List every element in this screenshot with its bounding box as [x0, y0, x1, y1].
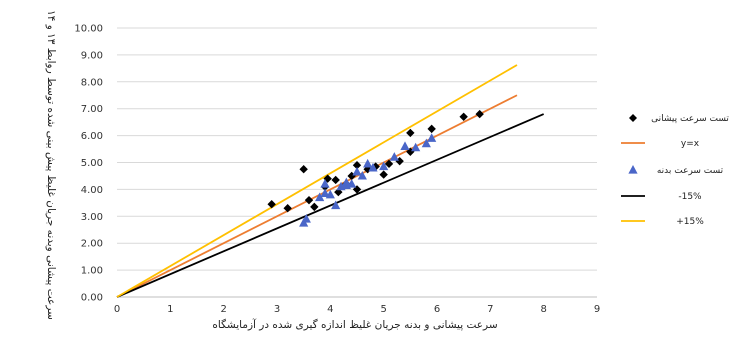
y-tick-label: 5.00 [81, 158, 103, 169]
y-axis-title: سرعت پیشانی وبدنه جریان غلیظ پیش بینی شد… [45, 10, 57, 320]
triangle-point [400, 141, 410, 150]
diamond-point [352, 160, 362, 170]
legend-label: تست سرعت بدنه [657, 166, 724, 176]
x-tick-label: 6 [434, 304, 440, 315]
series-line-4 [116, 64, 518, 298]
triangle-point [331, 200, 341, 210]
diamond-point [304, 195, 314, 205]
tick-labels: 0.00 1.00 2.00 3.00 4.00 5.00 6.00 7.00 8.00 9.00… [74, 24, 600, 316]
triangle-point [379, 161, 389, 171]
legend-label: +15% [676, 217, 704, 227]
series-line-1 [116, 94, 518, 298]
x-tick-label: 8 [540, 304, 546, 315]
diamond-point [475, 109, 484, 119]
diamond-point [406, 128, 415, 138]
y-tick-label: 8.00 [81, 77, 103, 88]
grid-layer [117, 27, 597, 271]
legend-label: تست سرعت پیشانی [651, 114, 729, 124]
diamond-point [427, 124, 436, 134]
triangle-point [411, 142, 421, 152]
triangle-point [421, 138, 431, 148]
diamond-point [459, 112, 468, 121]
triangle-point [427, 133, 437, 142]
triangle-point [389, 152, 399, 161]
triangle-point [325, 189, 335, 199]
triangle-point [315, 192, 325, 202]
x-tick-label: 1 [167, 304, 173, 315]
diamond-point [331, 175, 340, 185]
legend: تست سرعت پیشانی y=x تست سرعت بدنه -15% +15% [621, 114, 729, 227]
triangle-point [363, 158, 373, 168]
x-axis-title: سرعت پیشانی و بدنه جریان غلیظ اندازه گیر… [212, 318, 497, 331]
legend-label: y=x [681, 139, 700, 149]
y-tick-label: 6.00 [81, 131, 103, 142]
triangle-point [320, 179, 330, 188]
triangle-point [320, 188, 330, 198]
legend-triangle-swatch [628, 165, 638, 174]
triangle-point [301, 213, 311, 223]
diamond-point [283, 204, 292, 213]
y-tick-label: 4.00 [81, 185, 103, 196]
x-tick-label: 3 [274, 304, 280, 315]
diamond-point [267, 199, 276, 209]
diamond-point [310, 202, 319, 212]
triangle-point [347, 179, 357, 188]
y-tick-label: 3.00 [81, 212, 103, 223]
y-tick-label: 1.00 [81, 266, 103, 277]
diamond-point [384, 159, 394, 169]
legend-diamond-swatch [629, 114, 637, 122]
series-lines [116, 64, 545, 298]
series-points [267, 109, 484, 227]
y-tick-label: 7.00 [81, 104, 103, 115]
x-tick-label: 2 [220, 304, 226, 315]
legend-label: -15% [678, 192, 702, 202]
triangle-point [368, 162, 378, 172]
y-tick-label: 2.00 [81, 239, 103, 250]
series-line-3 [116, 113, 545, 298]
x-tick-label: 4 [327, 304, 333, 315]
diamond-point [299, 165, 308, 174]
y-tick-label: 0.00 [81, 293, 103, 304]
y-tick-label: 9.00 [81, 50, 103, 61]
x-tick-label: 9 [594, 304, 600, 315]
x-tick-label: 5 [380, 304, 386, 315]
x-tick-label: 7 [487, 304, 493, 315]
triangle-point [357, 170, 367, 180]
x-tick-label: 0 [114, 304, 120, 315]
diamond-point [379, 170, 388, 179]
y-tick-label: 10.00 [74, 24, 103, 35]
triangle-point [352, 166, 362, 176]
triangle-point [341, 180, 351, 189]
